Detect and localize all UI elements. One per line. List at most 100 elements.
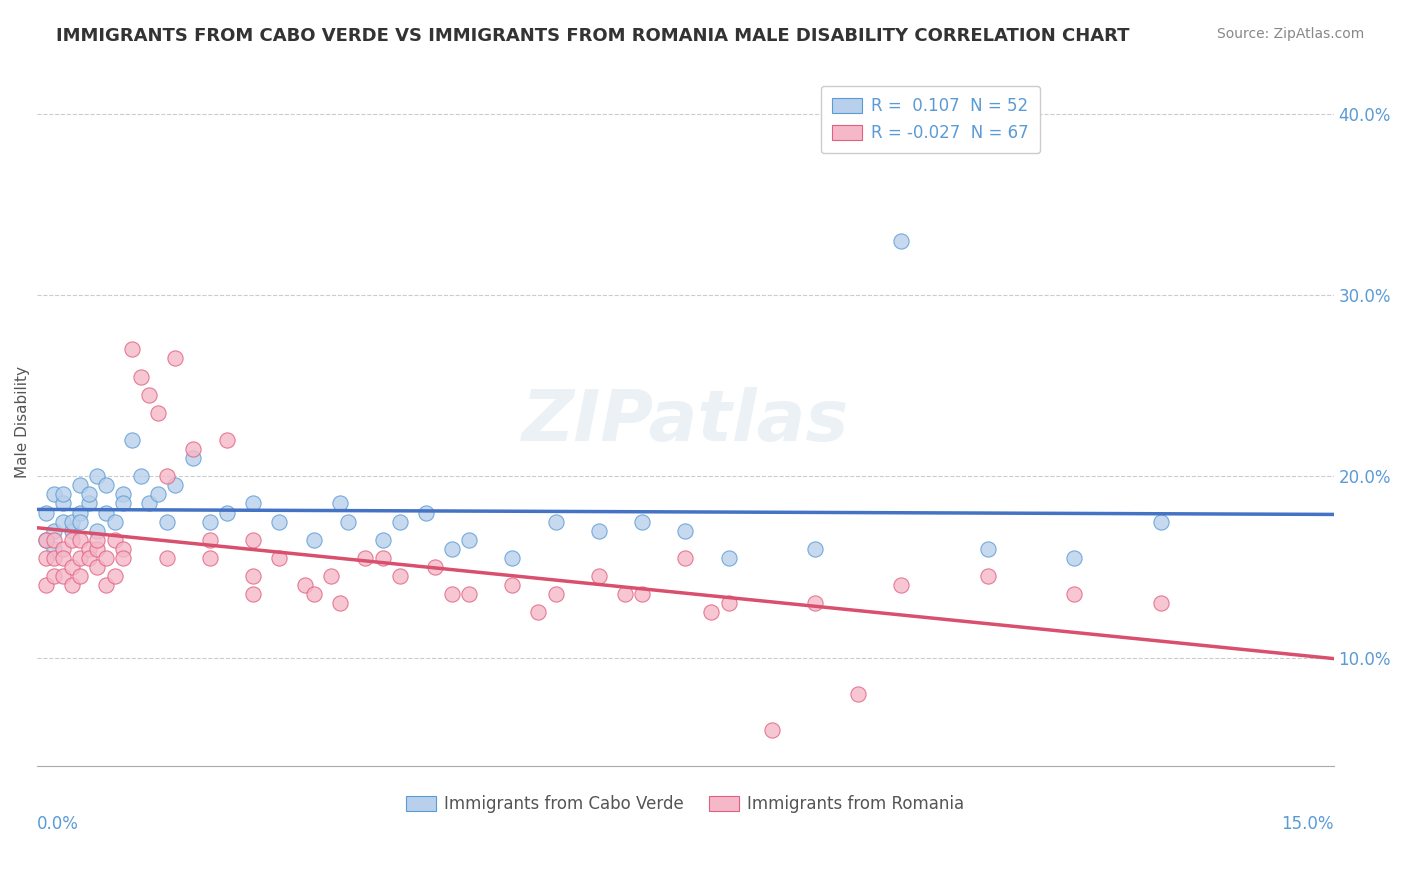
Point — [52, 569, 75, 583]
Point — [267, 550, 290, 565]
Text: IMMIGRANTS FROM CABO VERDE VS IMMIGRANTS FROM ROMANIA MALE DISABILITY CORRELATIO: IMMIGRANTS FROM CABO VERDE VS IMMIGRANTS… — [56, 27, 1130, 45]
Point — [77, 487, 100, 501]
Point — [165, 351, 187, 366]
Point — [69, 550, 91, 565]
Point — [890, 578, 912, 592]
Point — [104, 515, 127, 529]
Point — [94, 506, 117, 520]
Point — [94, 578, 117, 592]
Text: Source: ZipAtlas.com: Source: ZipAtlas.com — [1216, 27, 1364, 41]
Point — [86, 560, 108, 574]
Point — [60, 524, 83, 538]
Point — [77, 496, 100, 510]
Point — [242, 533, 264, 547]
Point — [717, 596, 740, 610]
Point — [181, 451, 204, 466]
Point — [544, 515, 567, 529]
Point — [294, 578, 316, 592]
Point — [1063, 550, 1085, 565]
Point — [121, 343, 143, 357]
Y-axis label: Male Disability: Male Disability — [15, 366, 30, 478]
Point — [69, 515, 91, 529]
Point — [146, 406, 169, 420]
Point — [44, 524, 66, 538]
Point — [60, 515, 83, 529]
Point — [544, 587, 567, 601]
Point — [588, 524, 610, 538]
Point — [112, 550, 135, 565]
Point — [242, 569, 264, 583]
Point — [198, 533, 221, 547]
Point — [156, 515, 179, 529]
Point — [613, 587, 636, 601]
Point — [44, 569, 66, 583]
Point — [1063, 587, 1085, 601]
Point — [198, 550, 221, 565]
Point — [52, 487, 75, 501]
Point — [761, 723, 783, 737]
Point — [181, 442, 204, 456]
Point — [501, 550, 523, 565]
Point — [267, 515, 290, 529]
Point — [804, 596, 827, 610]
Point — [673, 524, 696, 538]
Point — [44, 550, 66, 565]
Point — [112, 541, 135, 556]
Point — [977, 541, 1000, 556]
Point — [423, 560, 446, 574]
Point — [138, 387, 160, 401]
Point — [337, 515, 360, 529]
Point — [415, 506, 437, 520]
Point — [94, 478, 117, 492]
Text: 15.0%: 15.0% — [1281, 814, 1334, 832]
Point — [77, 541, 100, 556]
Point — [217, 433, 239, 447]
Point — [458, 587, 481, 601]
Point — [440, 587, 463, 601]
Point — [156, 550, 179, 565]
Point — [112, 496, 135, 510]
Point — [86, 469, 108, 483]
Point — [631, 587, 654, 601]
Point — [52, 550, 75, 565]
Legend: R =  0.107  N = 52, R = -0.027  N = 67: R = 0.107 N = 52, R = -0.027 N = 67 — [821, 86, 1040, 153]
Point — [977, 569, 1000, 583]
Point — [156, 469, 179, 483]
Point — [1150, 596, 1173, 610]
Point — [104, 533, 127, 547]
Point — [458, 533, 481, 547]
Point — [44, 487, 66, 501]
Point — [94, 550, 117, 565]
Point — [371, 550, 394, 565]
Point — [69, 506, 91, 520]
Point — [527, 605, 550, 619]
Point — [501, 578, 523, 592]
Point — [354, 550, 377, 565]
Point — [60, 560, 83, 574]
Text: 0.0%: 0.0% — [37, 814, 79, 832]
Point — [52, 515, 75, 529]
Point — [217, 506, 239, 520]
Point — [242, 496, 264, 510]
Point — [34, 578, 56, 592]
Point — [121, 433, 143, 447]
Point — [673, 550, 696, 565]
Point — [34, 550, 56, 565]
Point — [60, 533, 83, 547]
Point — [69, 478, 91, 492]
Point — [104, 569, 127, 583]
Point — [804, 541, 827, 556]
Point — [389, 569, 412, 583]
Point — [371, 533, 394, 547]
Point — [77, 550, 100, 565]
Point — [328, 596, 350, 610]
Point — [198, 515, 221, 529]
Point — [60, 578, 83, 592]
Point — [440, 541, 463, 556]
Point — [165, 478, 187, 492]
Point — [1150, 515, 1173, 529]
Point — [242, 587, 264, 601]
Point — [328, 496, 350, 510]
Point — [700, 605, 723, 619]
Point — [319, 569, 342, 583]
